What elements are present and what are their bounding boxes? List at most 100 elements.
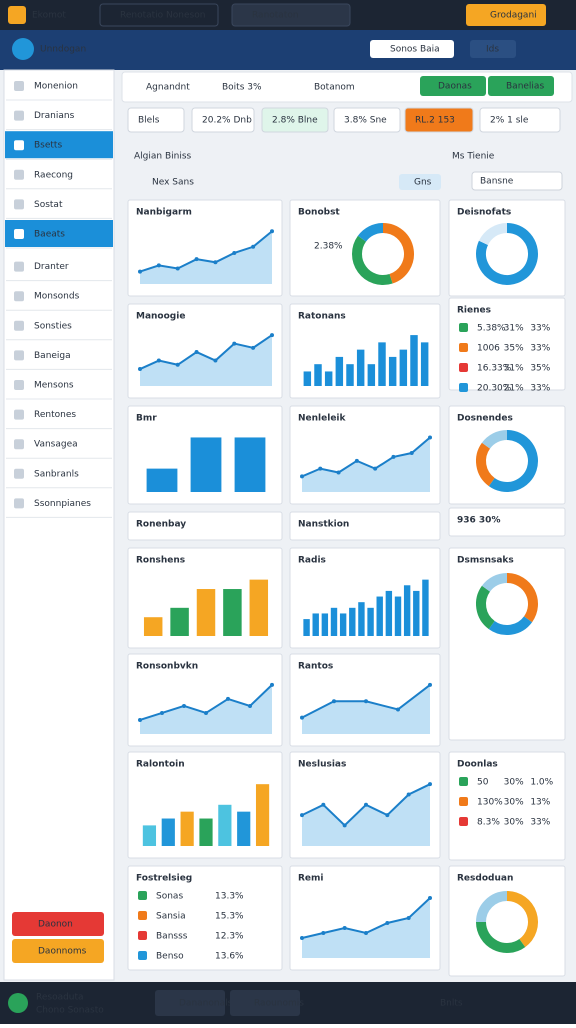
nav-item[interactable]: Baneiga — [34, 351, 71, 361]
nav-item[interactable]: Dranians — [34, 111, 75, 121]
sidebar-button-label[interactable]: Daonon — [38, 920, 73, 930]
list-icon — [459, 777, 468, 786]
toolbar-button-label[interactable]: Daonas — [438, 82, 472, 92]
nav-item[interactable]: Ssonnpianes — [34, 499, 91, 509]
donut-segment — [506, 573, 538, 623]
nav-item[interactable]: Monenion — [34, 82, 78, 92]
nav-item[interactable]: Raecong — [34, 170, 73, 180]
nav-item[interactable]: Dranter — [34, 262, 69, 272]
nav-item[interactable]: Sonsties — [34, 321, 72, 331]
point — [364, 931, 368, 935]
donut-segment — [476, 891, 508, 923]
footer-tab[interactable] — [230, 990, 300, 1016]
chip-label[interactable]: 3.8% Sne — [344, 116, 387, 126]
toolbar-button[interactable] — [488, 76, 554, 96]
bar — [170, 607, 189, 636]
donut-segment — [488, 430, 538, 492]
dropdown[interactable] — [471, 171, 563, 191]
nav-icon — [14, 498, 24, 509]
chip[interactable] — [191, 107, 255, 133]
top-button-label[interactable]: Grodagani — [490, 11, 537, 21]
point — [182, 703, 186, 708]
footer-tab-label[interactable]: Raounomis — [254, 999, 304, 1009]
nav-icon — [14, 439, 24, 450]
chip-label[interactable]: 20.2% Dnb — [202, 116, 252, 126]
nav-item[interactable]: Mensons — [34, 381, 74, 391]
toolbar-item[interactable]: Agnandnt — [146, 83, 190, 93]
search-box[interactable] — [370, 40, 454, 58]
chip[interactable] — [404, 107, 474, 133]
donut-segment — [481, 430, 508, 449]
toolbar-item[interactable]: Botanom — [314, 83, 355, 93]
filter-button[interactable] — [399, 174, 441, 190]
chip[interactable] — [261, 107, 329, 133]
panel — [448, 405, 566, 505]
nav-item[interactable]: Sostat — [34, 200, 63, 210]
list-cell: 31% — [504, 324, 524, 334]
nav-item[interactable]: Baeats — [34, 230, 65, 240]
toolbar-button-label[interactable]: Banelias — [506, 82, 544, 92]
tab-label[interactable]: Ranotaton — [252, 11, 299, 21]
point — [300, 813, 304, 818]
nav-icon — [14, 199, 24, 210]
bar — [385, 590, 393, 636]
chip-label[interactable]: 2.8% Blne — [272, 116, 318, 126]
point — [194, 350, 199, 355]
nav-item[interactable]: Sanbranls — [34, 469, 79, 479]
footer-tab-label[interactable]: Dananonals — [179, 999, 233, 1009]
chip-label[interactable]: RL.2 153 — [415, 116, 455, 126]
chip[interactable] — [479, 107, 561, 133]
tab[interactable] — [231, 3, 351, 27]
toolbar-button[interactable] — [420, 76, 486, 96]
tab[interactable] — [99, 3, 219, 27]
chip[interactable] — [333, 107, 401, 133]
panel-title: Bonobst — [298, 208, 340, 218]
header-button[interactable] — [470, 40, 516, 58]
footer-tab[interactable] — [155, 990, 225, 1016]
point — [248, 703, 252, 708]
nav-item[interactable]: Rentones — [34, 410, 76, 420]
donut-segment — [476, 921, 526, 953]
point — [300, 715, 304, 720]
footer-logo — [8, 993, 28, 1013]
nav-icon — [14, 291, 24, 302]
point — [396, 707, 400, 712]
bar — [142, 825, 157, 846]
bar — [196, 589, 216, 636]
chip-label[interactable]: Blels — [138, 116, 160, 126]
nav-icon — [14, 81, 24, 91]
sidebar-button-label[interactable]: Daonnoms — [38, 947, 87, 957]
list-cell: 33% — [530, 384, 550, 394]
header-button-label[interactable]: Ids — [486, 45, 499, 55]
panel-title: Dsmsnsaks — [457, 556, 514, 566]
filter-button-label[interactable]: Gns — [414, 178, 432, 188]
tab-label[interactable]: Renotatio Noneson — [120, 11, 205, 21]
toolbar-item[interactable]: Boits 3% — [222, 83, 262, 93]
point — [409, 451, 414, 456]
nav-icon — [14, 140, 24, 151]
list-cell: 21% — [504, 384, 524, 394]
bar — [413, 590, 420, 636]
sidebar-button[interactable] — [12, 912, 104, 936]
point — [364, 802, 368, 807]
nav-item[interactable]: Bsetts — [34, 141, 62, 151]
bar — [330, 607, 338, 636]
search-placeholder[interactable]: Sonos Baia — [390, 45, 440, 55]
chip[interactable] — [127, 107, 185, 133]
nav-item[interactable]: Monsonds — [34, 292, 80, 302]
panel — [448, 507, 566, 537]
panel-title: Remi — [298, 874, 324, 884]
chip-label[interactable]: 2% 1 sle — [490, 116, 529, 126]
dropdown-label[interactable]: Bansne — [480, 177, 514, 187]
filter-label[interactable]: Nex Sans — [152, 178, 194, 188]
point — [336, 470, 341, 475]
point — [318, 466, 323, 471]
bar — [378, 342, 386, 386]
list-cell: 30% — [504, 778, 524, 788]
nav-icon — [14, 169, 24, 180]
point — [175, 266, 180, 271]
nav-item[interactable]: Vansagea — [34, 440, 78, 450]
footer-button[interactable]: Bnlts — [440, 999, 463, 1009]
top-button[interactable] — [466, 4, 546, 26]
sidebar-button[interactable] — [12, 939, 104, 963]
